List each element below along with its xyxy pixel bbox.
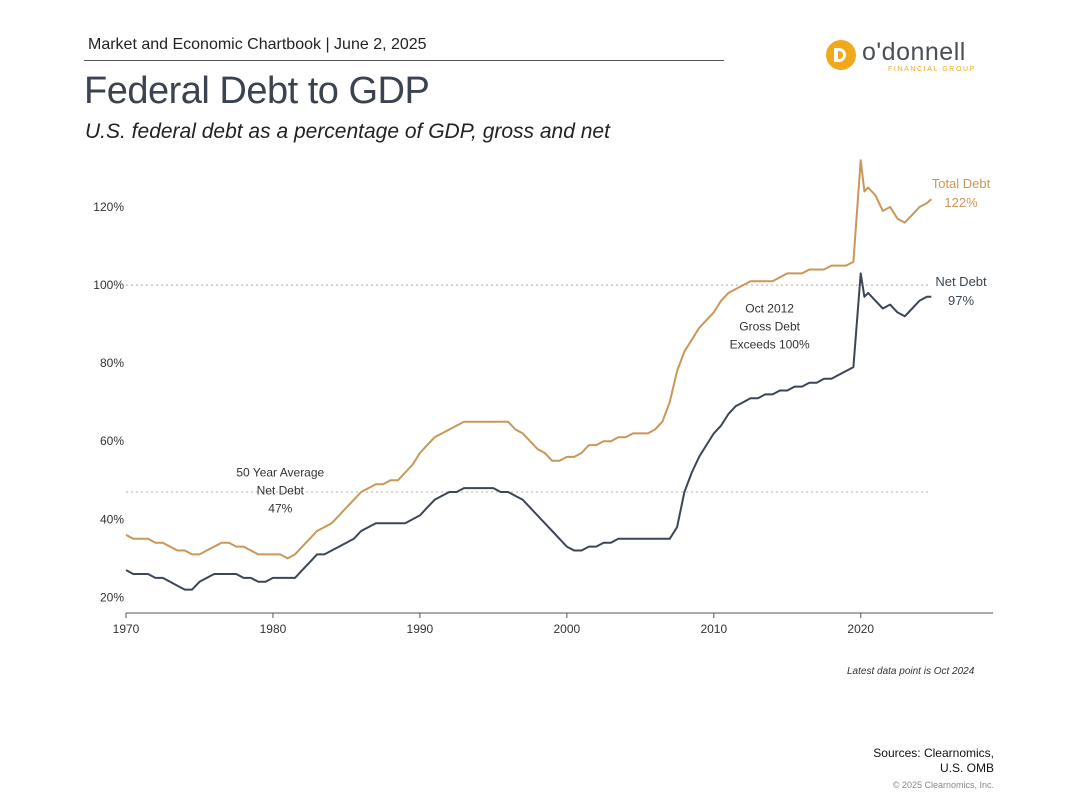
chartbook-label: Market and Economic Chartbook | June 2, … bbox=[88, 36, 427, 53]
x-tick-label: 2020 bbox=[847, 622, 874, 636]
x-tick-label: 1990 bbox=[407, 622, 434, 636]
header-divider bbox=[84, 60, 724, 61]
copyright: © 2025 Clearnomics, Inc. bbox=[892, 780, 994, 790]
sources: Sources: Clearnomics, U.S. OMB bbox=[873, 746, 994, 776]
latest-data-note: Latest data point is Oct 2024 bbox=[847, 666, 975, 677]
net-debt-value: 97% bbox=[948, 293, 974, 308]
gross-debt-annotation-line: Gross Debt bbox=[739, 319, 800, 333]
logo-tagline: FINANCIAL GROUP bbox=[888, 66, 976, 73]
gross-debt-annotation-line: Oct 2012 bbox=[745, 301, 794, 315]
x-tick-label: 2010 bbox=[700, 622, 727, 636]
total-debt-line bbox=[125, 159, 932, 560]
x-tick-label: 2000 bbox=[553, 622, 580, 636]
total-debt-value: 122% bbox=[944, 195, 978, 210]
y-tick-label: 40% bbox=[100, 512, 124, 526]
logo-name: o'donnell bbox=[862, 38, 966, 66]
company-logo: o'donnell FINANCIAL GROUP bbox=[826, 38, 986, 74]
y-tick-label: 60% bbox=[100, 434, 124, 448]
avg-annotation-line: 50 Year Average bbox=[236, 465, 324, 479]
odonnell-logo-icon bbox=[826, 40, 856, 70]
x-tick-label: 1980 bbox=[260, 622, 287, 636]
gross-debt-annotation-line: Exceeds 100% bbox=[730, 337, 810, 351]
y-tick-label: 120% bbox=[93, 200, 124, 214]
y-tick-label: 80% bbox=[100, 356, 124, 370]
avg-annotation-line: Net Debt bbox=[257, 483, 305, 497]
x-tick-label: 1970 bbox=[113, 622, 140, 636]
sources-line-2: U.S. OMB bbox=[939, 761, 994, 775]
net-debt-line bbox=[125, 272, 932, 591]
y-tick-label: 20% bbox=[100, 590, 124, 604]
page-subtitle: U.S. federal debt as a percentage of GDP… bbox=[85, 120, 610, 143]
page-title: Federal Debt to GDP bbox=[84, 70, 430, 112]
total-debt-label: Total Debt bbox=[932, 176, 991, 191]
y-tick-label: 100% bbox=[93, 278, 124, 292]
net-debt-label: Net Debt bbox=[935, 274, 987, 289]
avg-annotation-line: 47% bbox=[268, 501, 292, 515]
sources-line-1: Sources: Clearnomics, bbox=[873, 746, 994, 760]
